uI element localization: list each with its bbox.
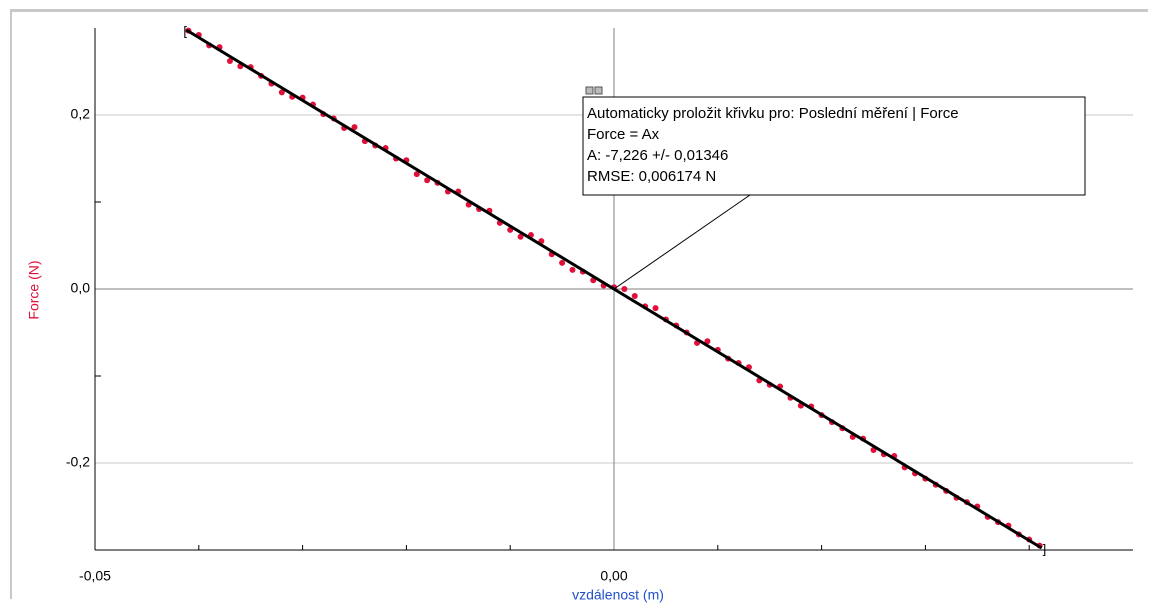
box-icon [594,86,603,95]
data-point [621,286,628,292]
y-axis-label: Force (N) [26,260,42,319]
data-point [652,305,659,312]
x-tick-label: 0,00 [600,568,627,584]
y-tick-label: -0,2 [66,454,90,470]
data-point [704,338,711,345]
annotation-line: A: -7,226 +/- 0,01346 [587,147,728,164]
range-bracket: ] [1043,541,1047,556]
data-point [424,177,431,184]
data-point [517,233,524,240]
y-tick-label: 0,2 [71,106,91,122]
data-point [569,266,576,273]
annotation-line: RMSE: 0,006174 N [587,168,716,185]
data-point [631,292,638,299]
box-icon [585,86,594,95]
data-point [278,89,285,96]
annotation-line: Automaticky proložit křivku pro: Posledn… [587,105,959,122]
data-point [559,259,566,266]
window-edge [10,9,12,599]
x-axis-label: vzdálenost (m) [572,587,664,603]
range-bracket: [ [183,23,187,38]
data-point [226,58,233,65]
window-edge [10,9,1148,12]
data-point [413,171,420,178]
data-point [351,124,358,131]
annotation-line: Force = Ax [587,126,660,143]
y-tick-label: 0,0 [71,280,91,296]
annotation-box [582,96,1086,196]
x-tick-label: -0,05 [79,568,111,584]
leader-line [613,194,751,290]
